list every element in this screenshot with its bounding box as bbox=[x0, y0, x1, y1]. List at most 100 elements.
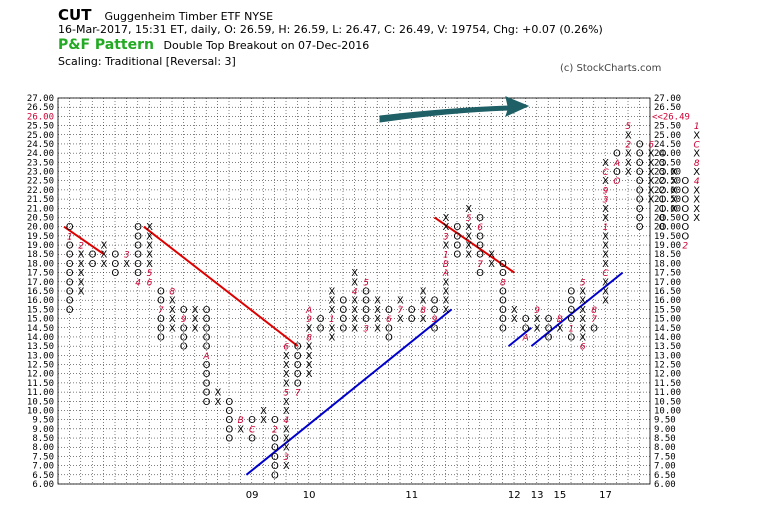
y-axis-right: 6.006.507.007.508.008.509.009.5010.0010.… bbox=[652, 94, 690, 490]
y-tick-label: 27.00 bbox=[27, 94, 54, 104]
x-mark: X bbox=[625, 149, 632, 160]
o-mark: O bbox=[248, 434, 256, 445]
y-tick-label: 10.00 bbox=[654, 406, 681, 416]
x-mark: X bbox=[78, 287, 85, 298]
pf-marks: OOOOOOOO1OXXXXX2OOXXXOOOX34OOOOOO65XXXXX… bbox=[66, 122, 701, 481]
x-mark: X bbox=[602, 250, 609, 261]
month-marker: 8 bbox=[306, 333, 312, 343]
x-mark: X bbox=[602, 231, 609, 242]
x-mark: X bbox=[602, 213, 609, 224]
month-marker: 5 bbox=[283, 389, 289, 399]
month-marker: 3 bbox=[363, 324, 369, 334]
x-mark: X bbox=[397, 314, 404, 325]
o-mark: O bbox=[225, 434, 233, 445]
y-tick-label: 23.00 bbox=[654, 168, 681, 178]
month-marker: 9 bbox=[306, 315, 312, 325]
o-mark: O bbox=[66, 287, 74, 298]
o-mark: O bbox=[203, 388, 211, 399]
o-mark: O bbox=[89, 250, 97, 261]
y-tick-label: 6.50 bbox=[654, 471, 676, 481]
o-mark: O bbox=[157, 314, 165, 325]
y-tick-label: 8.00 bbox=[654, 443, 676, 453]
x-mark: X bbox=[648, 158, 655, 169]
month-marker: 1 bbox=[67, 232, 73, 242]
x-tick-label: 11 bbox=[405, 490, 418, 501]
o-mark: O bbox=[157, 323, 165, 334]
o-mark: O bbox=[453, 250, 461, 261]
o-mark: O bbox=[134, 241, 142, 252]
month-marker: A bbox=[613, 159, 620, 169]
x-mark: X bbox=[283, 369, 290, 380]
ticker-symbol: CUT bbox=[58, 6, 92, 24]
x-mark: X bbox=[693, 149, 700, 160]
x-mark: X bbox=[146, 250, 153, 261]
month-marker: 4 bbox=[135, 278, 141, 288]
y-tick-label: 18.50 bbox=[654, 250, 681, 260]
month-marker: 2 bbox=[682, 242, 688, 252]
o-mark: O bbox=[203, 360, 211, 371]
o-mark: O bbox=[248, 415, 256, 426]
x-mark: X bbox=[602, 287, 609, 298]
y-tick-label: 17.50 bbox=[27, 269, 54, 279]
y-tick-label: 13.00 bbox=[654, 351, 681, 361]
x-mark: X bbox=[670, 204, 677, 215]
month-marker: 6 bbox=[648, 140, 654, 150]
o-mark: O bbox=[339, 314, 347, 325]
y-tick-label: 14.50 bbox=[654, 324, 681, 334]
month-marker: 7 bbox=[158, 306, 164, 316]
support-line bbox=[507, 326, 533, 347]
x-mark: X bbox=[374, 296, 381, 307]
y-tick-label: 7.00 bbox=[654, 462, 676, 472]
x-mark: X bbox=[442, 287, 449, 298]
y-tick-label: 15.50 bbox=[654, 305, 681, 315]
month-marker: 2 bbox=[272, 425, 278, 435]
o-mark: O bbox=[225, 406, 233, 417]
x-mark: X bbox=[442, 241, 449, 252]
x-mark: X bbox=[306, 360, 313, 371]
arrow-shape bbox=[379, 96, 530, 123]
o-mark: O bbox=[203, 305, 211, 316]
month-marker: C bbox=[602, 269, 609, 279]
o-mark: O bbox=[659, 222, 667, 233]
o-mark: O bbox=[636, 176, 644, 187]
o-mark: O bbox=[111, 259, 119, 270]
x-mark: X bbox=[351, 314, 358, 325]
y-tick-label: 11.00 bbox=[27, 388, 54, 398]
x-mark: X bbox=[420, 287, 427, 298]
month-marker: 5 bbox=[147, 269, 153, 279]
trend-lines bbox=[63, 216, 624, 476]
x-mark: X bbox=[579, 287, 586, 298]
x-mark: X bbox=[283, 443, 290, 454]
o-mark: O bbox=[636, 158, 644, 169]
o-mark: O bbox=[339, 305, 347, 316]
x-axis: 09 10 11 12 13 15 17 bbox=[246, 490, 612, 501]
x-tick-label: 17 bbox=[599, 490, 612, 501]
y-tick-label: 18.00 bbox=[27, 259, 54, 269]
y-tick-label: 19.00 bbox=[654, 241, 681, 251]
o-mark: O bbox=[681, 195, 689, 206]
x-mark: X bbox=[146, 231, 153, 242]
o-mark: O bbox=[476, 250, 484, 261]
x-mark: X bbox=[693, 167, 700, 178]
y-tick-label: 20.50 bbox=[27, 213, 54, 223]
chart-title: CUT Guggenheim Timber ETF NYSE bbox=[58, 5, 273, 24]
o-mark: O bbox=[453, 231, 461, 242]
x-mark: X bbox=[579, 296, 586, 307]
y-tick-label: 25.00 bbox=[27, 131, 54, 141]
x-tick-label: 15 bbox=[554, 490, 567, 501]
o-mark: O bbox=[453, 241, 461, 252]
x-mark: X bbox=[442, 296, 449, 307]
o-mark: O bbox=[317, 314, 325, 325]
month-marker: 7 bbox=[397, 306, 403, 316]
o-mark: O bbox=[385, 323, 393, 334]
support-line bbox=[530, 271, 624, 347]
x-mark: X bbox=[442, 305, 449, 316]
y-tick-label: 22.00 bbox=[654, 186, 681, 196]
o-mark: O bbox=[567, 305, 575, 316]
month-marker: 2 bbox=[625, 140, 631, 150]
x-mark: X bbox=[283, 397, 290, 408]
o-mark: O bbox=[613, 149, 621, 160]
x-mark: X bbox=[465, 250, 472, 261]
o-mark: O bbox=[659, 158, 667, 169]
month-marker: 1 bbox=[329, 315, 335, 325]
